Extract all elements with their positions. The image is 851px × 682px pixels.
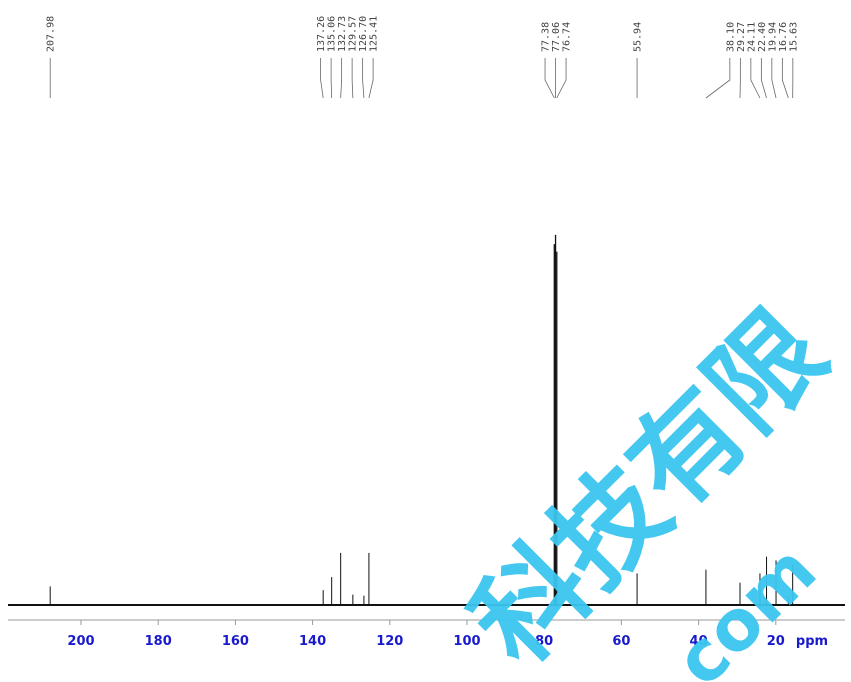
connector-19.94 xyxy=(771,58,777,99)
peak-labels: 207.98 137.26 135.06 132.73 129.57 126.70 125.… xyxy=(46,16,800,52)
connector-77.38 xyxy=(544,58,555,99)
peak-label-connectors xyxy=(49,58,794,99)
peak-label-207.98: 207.98 xyxy=(46,16,57,52)
tick-label-200: 200 xyxy=(67,634,94,649)
tick-label-160: 160 xyxy=(222,634,249,649)
connector-22.40 xyxy=(760,58,767,99)
peak-label-29.27: 29.27 xyxy=(736,22,747,52)
connector-76.74 xyxy=(556,58,567,99)
tick-label-40: 40 xyxy=(690,634,708,649)
peak-label-16.76: 16.76 xyxy=(778,22,789,52)
tick-label-120: 120 xyxy=(376,634,403,649)
peak-label-135.06: 135.06 xyxy=(327,16,338,52)
connector-126.70 xyxy=(362,58,365,99)
x-axis-unit-label: ppm xyxy=(796,634,828,649)
peak-label-77.06: 77.06 xyxy=(551,22,562,52)
peak-label-15.63: 15.63 xyxy=(788,22,799,52)
connector-129.57 xyxy=(351,58,354,99)
peak-label-76.74: 76.74 xyxy=(562,22,573,52)
connector-137.26 xyxy=(320,58,324,99)
watermark: 科技有限 com xyxy=(448,287,850,682)
peak-label-132.73: 132.73 xyxy=(337,16,348,52)
peak-label-129.57: 129.57 xyxy=(348,16,359,52)
tick-label-60: 60 xyxy=(612,634,630,649)
peak-label-38.10: 38.10 xyxy=(725,22,736,52)
spectrum-peaks xyxy=(49,234,794,605)
connector-135.06 xyxy=(330,58,333,99)
connector-16.76 xyxy=(781,58,789,99)
peak-label-22.40: 22.40 xyxy=(757,22,768,52)
connector-24.11 xyxy=(750,58,761,99)
connector-132.73 xyxy=(340,58,343,99)
peak-label-126.70: 126.70 xyxy=(358,16,369,52)
tick-label-20: 20 xyxy=(767,634,785,649)
x-axis-ticks: 200 180 160 140 120 100 80 60 40 20 xyxy=(67,620,785,649)
tick-label-100: 100 xyxy=(453,634,480,649)
peak-label-19.94: 19.94 xyxy=(767,22,778,52)
peak-label-24.11: 24.11 xyxy=(746,22,757,52)
peak-label-55.94: 55.94 xyxy=(633,22,644,52)
tick-label-80: 80 xyxy=(535,634,553,649)
tick-label-140: 140 xyxy=(299,634,326,649)
peak-label-77.38: 77.38 xyxy=(541,22,552,52)
tick-label-180: 180 xyxy=(145,634,172,649)
connector-38.10 xyxy=(705,58,731,99)
peak-label-137.26: 137.26 xyxy=(316,16,327,52)
peak-label-125.41: 125.41 xyxy=(369,16,380,52)
connector-125.41 xyxy=(368,58,374,99)
